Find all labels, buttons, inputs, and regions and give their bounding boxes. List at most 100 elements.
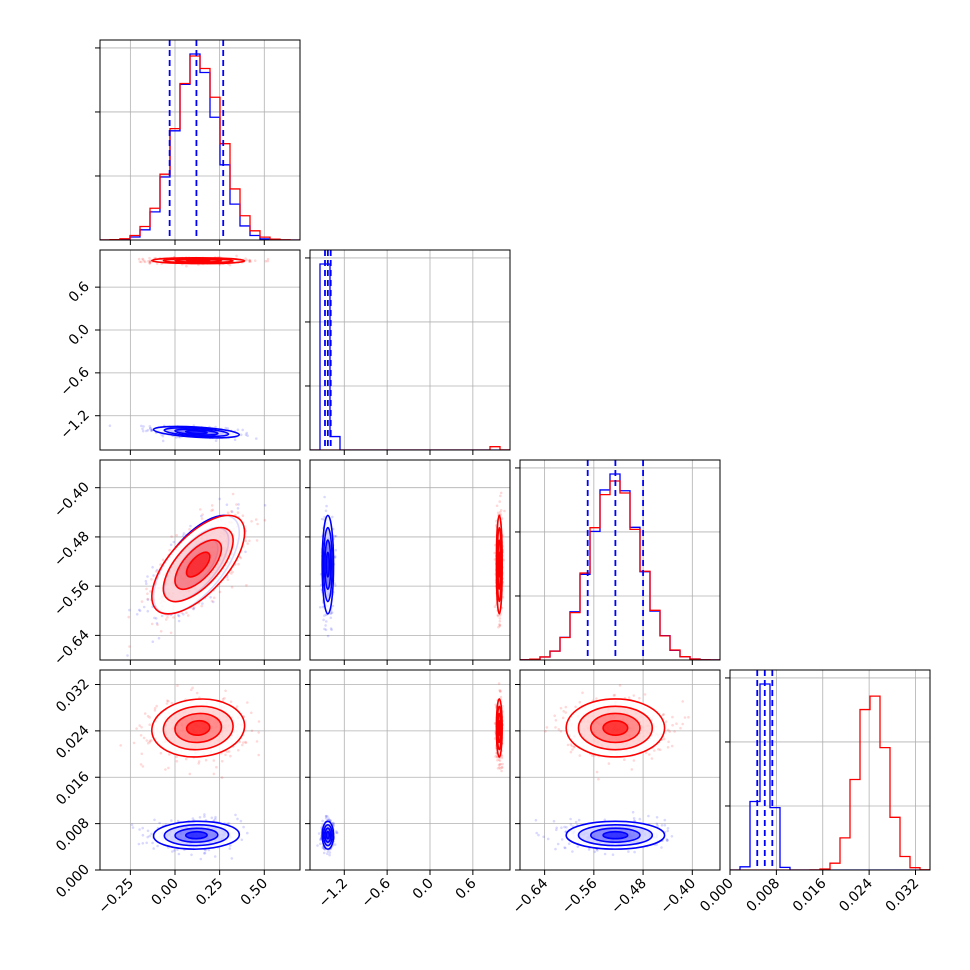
scatter-point bbox=[146, 592, 149, 595]
scatter-point bbox=[323, 614, 326, 617]
density-contour bbox=[185, 551, 211, 578]
scatter-point bbox=[175, 755, 178, 759]
scatter-point bbox=[325, 504, 328, 508]
scatter-point bbox=[571, 850, 574, 853]
scatter-point bbox=[231, 570, 234, 574]
scatter-point bbox=[200, 604, 203, 608]
scatter-point bbox=[593, 850, 597, 854]
scatter-point bbox=[226, 427, 229, 430]
scatter-point bbox=[175, 436, 178, 439]
scatter-point bbox=[144, 579, 148, 583]
scatter-point bbox=[148, 262, 151, 265]
x-tick-label: 0.25 bbox=[193, 876, 226, 909]
scatter-point bbox=[334, 548, 338, 552]
scatter-point bbox=[319, 837, 323, 841]
scatter-point bbox=[330, 611, 333, 615]
scatter-point bbox=[137, 608, 141, 612]
scatter-point bbox=[230, 586, 234, 589]
scatter-point bbox=[159, 751, 163, 755]
scatter-point bbox=[145, 582, 148, 585]
scatter-point bbox=[656, 824, 659, 828]
scatter-point bbox=[227, 822, 231, 825]
histogram-step bbox=[100, 55, 300, 240]
scatter-point bbox=[228, 847, 232, 850]
scatter-point bbox=[143, 712, 147, 715]
scatter-point bbox=[189, 524, 192, 528]
scatter-point bbox=[248, 539, 251, 543]
scatter-point bbox=[167, 766, 170, 770]
scatter-point bbox=[499, 689, 502, 693]
scatter-point bbox=[233, 438, 237, 442]
panel-1-1 bbox=[305, 249, 511, 455]
scatter-point bbox=[131, 826, 135, 829]
scatter-point bbox=[141, 258, 145, 261]
scatter-point bbox=[199, 508, 202, 511]
y-tick-label: 0.024 bbox=[53, 722, 93, 762]
scatter-point bbox=[266, 259, 270, 263]
scatter-point bbox=[140, 752, 144, 756]
scatter-point bbox=[200, 517, 204, 520]
scatter-point bbox=[186, 614, 190, 617]
density-contour bbox=[497, 551, 501, 578]
scatter-point bbox=[182, 613, 185, 616]
scatter-point bbox=[146, 598, 150, 601]
scatter-point bbox=[224, 689, 227, 693]
scatter-point bbox=[329, 612, 332, 615]
scatter-point bbox=[149, 590, 152, 593]
scatter-point bbox=[150, 429, 153, 432]
scatter-point bbox=[210, 509, 213, 512]
scatter-point bbox=[201, 602, 204, 605]
scatter-point bbox=[239, 819, 243, 823]
scatter-point bbox=[325, 620, 328, 623]
scatter-point bbox=[150, 429, 153, 432]
density-contour bbox=[185, 259, 211, 263]
scatter-point bbox=[166, 616, 169, 619]
scatter-point bbox=[140, 726, 143, 729]
scatter-point bbox=[257, 753, 261, 757]
scatter-point bbox=[177, 614, 181, 618]
scatter-point bbox=[203, 815, 206, 818]
scatter-point bbox=[321, 819, 324, 823]
scatter-point bbox=[212, 772, 216, 776]
scatter-point bbox=[169, 543, 173, 547]
histogram-step bbox=[310, 446, 510, 450]
scatter-point bbox=[632, 817, 636, 820]
scatter-point bbox=[141, 826, 144, 830]
scatter-point bbox=[146, 741, 150, 745]
scatter-point bbox=[497, 758, 501, 761]
scatter-point bbox=[108, 424, 112, 428]
scatter-point bbox=[330, 611, 334, 614]
scatter-point bbox=[500, 754, 504, 758]
scatter-point bbox=[230, 572, 233, 575]
scatter-point bbox=[139, 763, 143, 766]
scatter-point bbox=[168, 548, 171, 552]
scatter-point bbox=[176, 848, 179, 851]
scatter-point bbox=[317, 832, 321, 835]
scatter-point bbox=[234, 813, 237, 817]
scatter-point bbox=[244, 257, 247, 260]
scatter-point bbox=[185, 611, 188, 614]
scatter-point bbox=[212, 600, 215, 604]
scatter-point bbox=[245, 584, 248, 587]
scatter-point bbox=[235, 254, 238, 258]
scatter-point bbox=[500, 769, 503, 773]
scatter-point bbox=[210, 504, 214, 507]
scatter-point bbox=[499, 762, 502, 766]
x-tick-label: 0.00 bbox=[148, 876, 181, 909]
scatter-point bbox=[494, 703, 498, 707]
scatter-point bbox=[146, 609, 150, 613]
scatter-point bbox=[493, 551, 497, 555]
panel-2-1 bbox=[305, 459, 511, 665]
scatter-point bbox=[145, 841, 148, 845]
scatter-point bbox=[319, 842, 322, 846]
scatter-point bbox=[537, 833, 540, 837]
y-tick-label: 0.000 bbox=[53, 862, 93, 902]
scatter-point bbox=[499, 491, 503, 495]
scatter-point bbox=[498, 767, 502, 770]
scatter-point bbox=[335, 830, 338, 833]
y-tick-label: 0.0 bbox=[66, 322, 93, 349]
scatter-point bbox=[149, 427, 152, 430]
scatter-point bbox=[141, 427, 144, 431]
scatter-point bbox=[225, 575, 229, 578]
scatter-point bbox=[542, 835, 545, 839]
